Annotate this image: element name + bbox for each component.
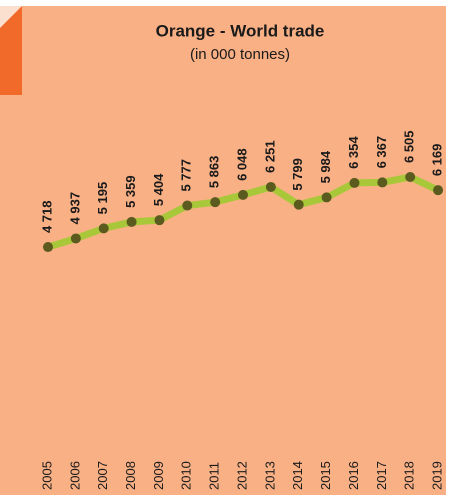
point: [182, 200, 193, 211]
point: [433, 185, 444, 196]
point: [154, 215, 165, 226]
point: [349, 177, 360, 188]
x-tick-label: 2013: [262, 461, 277, 490]
x-tick-label: 2006: [67, 461, 82, 490]
x-tick-label: 2011: [207, 462, 222, 490]
x-tick-label: 2018: [402, 461, 417, 490]
point: [126, 216, 137, 227]
point: [210, 197, 221, 208]
point: [98, 223, 109, 234]
point: [238, 189, 249, 200]
x-tick-label: 2012: [234, 461, 249, 490]
x-tick-label: 2010: [179, 461, 194, 490]
data-label: 5 195: [95, 182, 110, 215]
data-label: 5 863: [207, 156, 222, 189]
point: [377, 177, 388, 188]
data-label: 6 505: [402, 130, 417, 163]
x-tick-label: 2005: [39, 461, 54, 490]
point: [265, 181, 276, 192]
x-tick-label: 2014: [290, 461, 305, 490]
corner-fold: [0, 6, 22, 28]
data-label: 5 359: [123, 175, 138, 208]
x-tick-label: 2016: [346, 461, 361, 490]
data-label: 6 251: [262, 140, 277, 173]
point: [43, 242, 53, 253]
data-label: 4 718: [39, 201, 54, 234]
data-label: 5 404: [151, 173, 166, 206]
x-tick-label: 2015: [318, 461, 333, 490]
data-label: 6 169: [429, 144, 444, 177]
x-tick-label: 2007: [95, 461, 110, 490]
data-label: 4 937: [67, 192, 82, 225]
x-tick-label: 2009: [151, 461, 166, 490]
background: [0, 6, 446, 495]
data-label: 6 367: [374, 136, 389, 169]
data-label: 6 354: [346, 136, 361, 169]
chart-title: Orange - World trade: [156, 21, 325, 40]
data-label: 5 984: [318, 150, 333, 183]
point: [321, 192, 332, 203]
x-tick-label: 2019: [429, 461, 444, 490]
data-label: 5 777: [179, 159, 194, 192]
chart-subtitle: (in 000 tonnes): [190, 46, 290, 63]
point: [293, 199, 304, 210]
data-label: 5 799: [290, 158, 305, 191]
point: [405, 172, 416, 183]
point: [70, 233, 81, 244]
data-label: 6 048: [234, 148, 249, 181]
corner-tab: [0, 6, 22, 95]
x-tick-label: 2008: [123, 461, 138, 490]
x-tick-label: 2017: [374, 461, 389, 490]
